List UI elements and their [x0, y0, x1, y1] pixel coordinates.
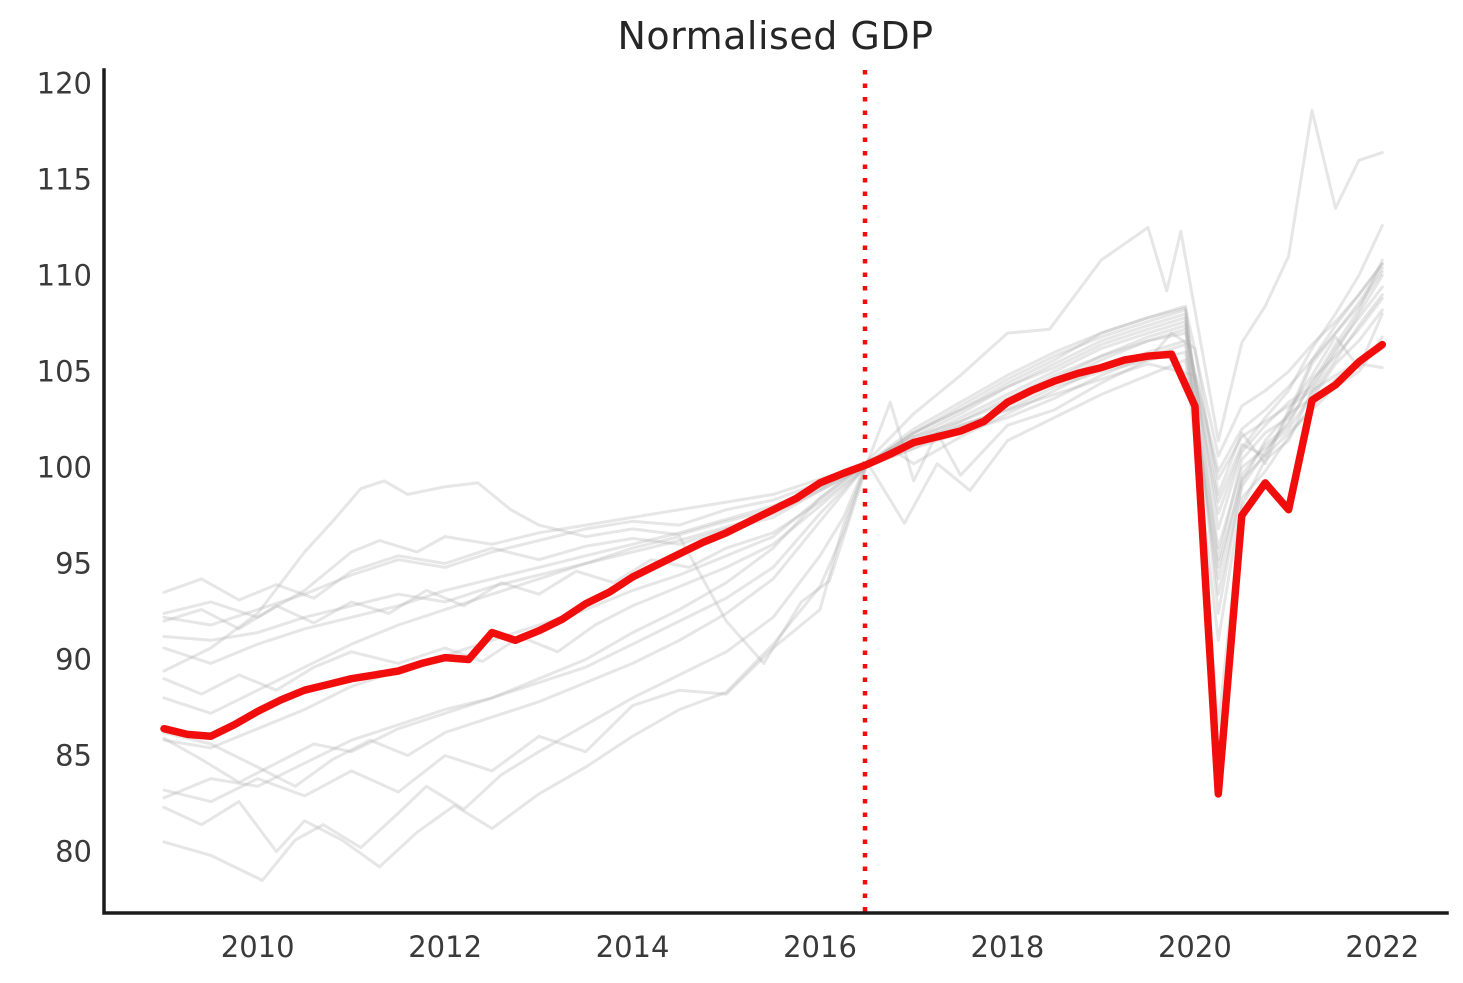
gdp-line-background	[162, 258, 1384, 869]
y-tick-label: 90	[55, 643, 92, 677]
y-tick-label: 95	[55, 547, 92, 581]
x-tick-label: 2018	[971, 930, 1045, 964]
gdp-line-background	[162, 335, 1384, 696]
gdp-line-background	[162, 308, 1384, 631]
x-tick-label: 2022	[1345, 930, 1419, 964]
gdp-line-background	[162, 108, 1384, 800]
y-tick-label: 80	[55, 835, 92, 869]
x-tick-label: 2010	[221, 930, 295, 964]
y-tick-label: 115	[37, 163, 92, 197]
y-tick-label: 110	[37, 259, 92, 293]
x-tick-label: 2012	[408, 930, 482, 964]
y-tick-label: 105	[37, 355, 92, 389]
gdp-line-background	[162, 224, 1384, 788]
gdp-line-background	[162, 312, 1384, 804]
axis-spines	[102, 68, 1449, 915]
y-tick-label: 120	[37, 67, 92, 101]
gdp-line-background	[162, 274, 1384, 784]
x-tick-label: 2014	[596, 930, 670, 964]
gdp-line-background	[162, 346, 1384, 602]
y-tick-label: 100	[37, 451, 92, 485]
x-tick-label: 2020	[1158, 930, 1232, 964]
gdp-line-background	[162, 358, 1384, 882]
chart-title: Normalised GDP	[617, 14, 934, 58]
gdp-line-highlight	[160, 340, 1387, 798]
x-tick-label: 2016	[783, 930, 857, 964]
y-tick-label: 85	[55, 739, 92, 773]
